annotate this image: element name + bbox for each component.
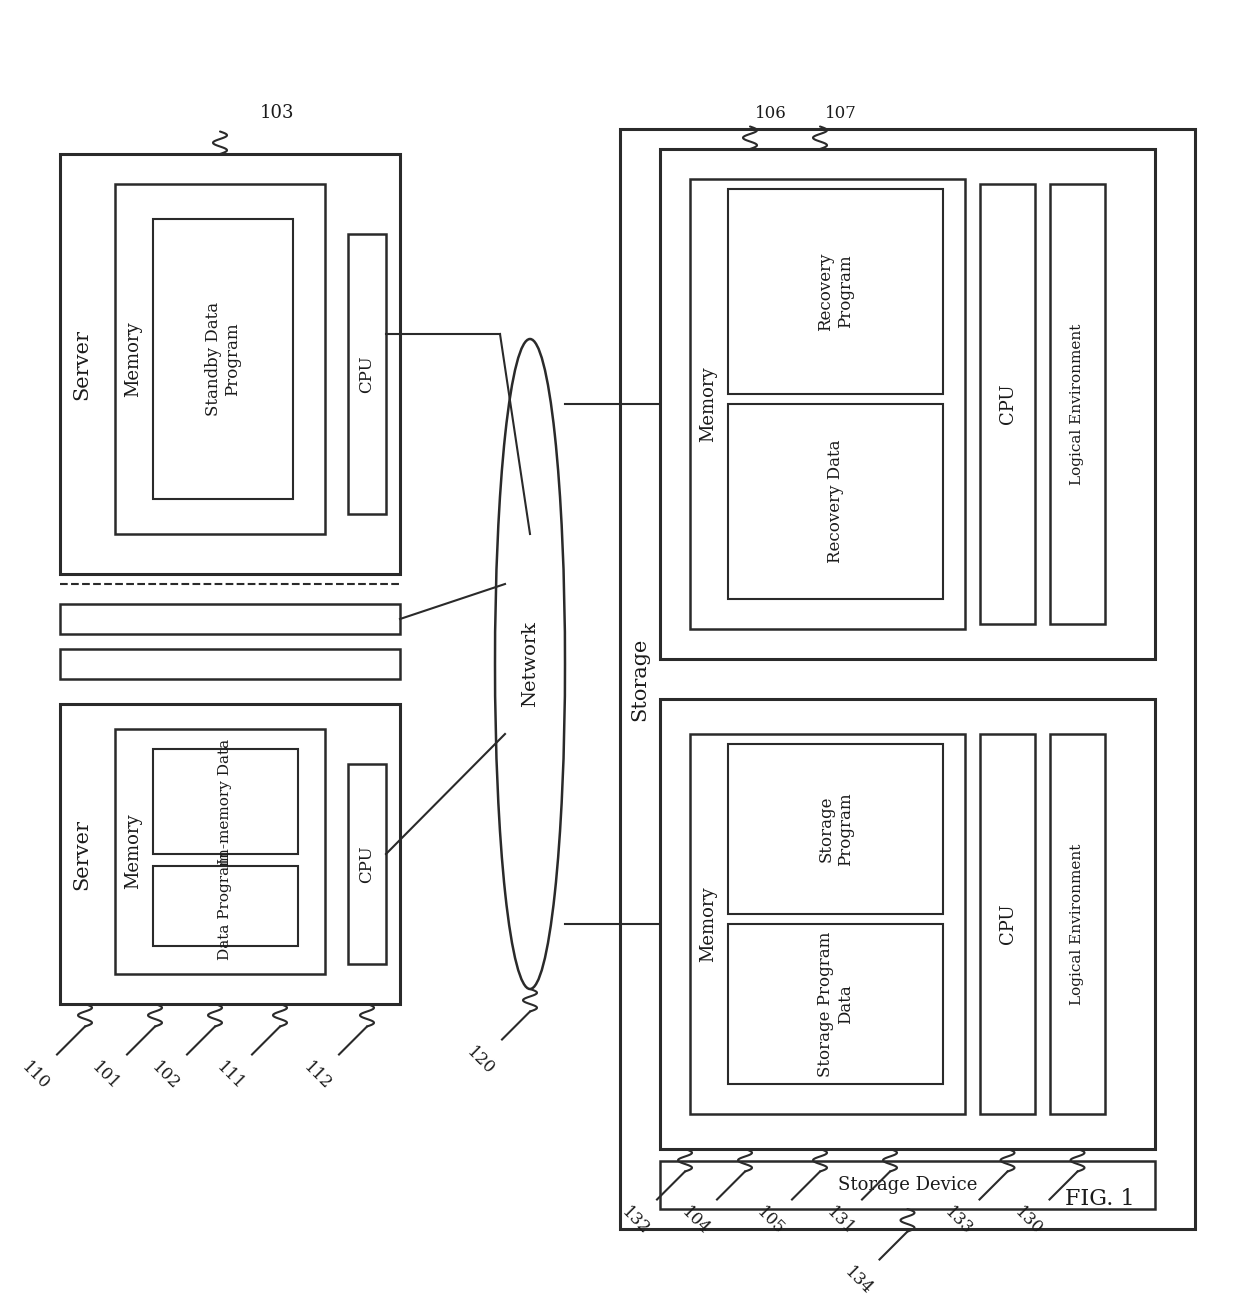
Text: Server: Server — [72, 819, 92, 890]
Bar — [660, 148, 1154, 660]
Text: 101: 101 — [88, 1059, 123, 1093]
Bar — [660, 699, 1154, 1148]
Text: FIG. 1: FIG. 1 — [1065, 1188, 1135, 1210]
Text: Storage: Storage — [630, 637, 650, 720]
Text: 106: 106 — [755, 105, 786, 121]
Bar — [728, 924, 942, 1084]
Bar — [153, 749, 298, 854]
Text: 111: 111 — [213, 1059, 248, 1093]
Text: Network: Network — [521, 622, 539, 707]
Bar — [689, 735, 965, 1114]
Bar — [728, 744, 942, 915]
Bar — [1050, 735, 1105, 1114]
Bar — [153, 866, 298, 946]
Text: Memory: Memory — [699, 367, 717, 442]
Bar — [60, 154, 401, 574]
Text: Logical Environment: Logical Environment — [1070, 323, 1085, 485]
Bar — [115, 184, 325, 533]
Bar — [728, 189, 942, 394]
Text: 104: 104 — [678, 1204, 713, 1238]
Bar — [689, 179, 965, 629]
Bar — [348, 763, 386, 964]
Text: Storage
Program: Storage Program — [817, 792, 854, 866]
Text: 103: 103 — [260, 104, 295, 121]
Bar — [1050, 184, 1105, 624]
Text: 105: 105 — [754, 1204, 787, 1238]
Text: 133: 133 — [941, 1204, 976, 1238]
Text: 130: 130 — [1011, 1204, 1045, 1238]
Text: 110: 110 — [19, 1059, 53, 1093]
Bar — [660, 1162, 1154, 1209]
Bar — [60, 704, 401, 1004]
Text: Storage Device: Storage Device — [838, 1176, 977, 1194]
Text: CPU: CPU — [998, 384, 1017, 424]
Text: 134: 134 — [841, 1264, 875, 1298]
Text: 132: 132 — [619, 1204, 653, 1238]
Bar — [620, 129, 1195, 1229]
Text: Memory: Memory — [124, 813, 143, 890]
Text: Server: Server — [72, 328, 92, 399]
Text: Memory: Memory — [699, 886, 717, 962]
Text: CPU: CPU — [358, 355, 376, 393]
Text: 112: 112 — [300, 1059, 335, 1093]
Text: 107: 107 — [825, 105, 857, 121]
Text: CPU: CPU — [358, 845, 376, 883]
Bar — [728, 403, 942, 599]
Text: Recovery
Program: Recovery Program — [817, 252, 854, 331]
Bar — [348, 234, 386, 514]
Text: 102: 102 — [149, 1059, 184, 1093]
Bar — [115, 729, 325, 974]
Bar — [980, 735, 1035, 1114]
Text: In-memory Data: In-memory Data — [218, 738, 233, 865]
Text: 131: 131 — [823, 1204, 858, 1238]
Text: 120: 120 — [464, 1043, 498, 1077]
Text: Data Program: Data Program — [218, 851, 233, 961]
Bar — [60, 649, 401, 679]
Bar — [153, 219, 293, 499]
Text: Logical Environment: Logical Environment — [1070, 844, 1085, 1005]
Text: Memory: Memory — [124, 321, 143, 397]
Text: Recovery Data: Recovery Data — [827, 440, 844, 564]
Ellipse shape — [495, 339, 565, 989]
Text: Storage Program
Data: Storage Program Data — [817, 932, 854, 1076]
Bar — [980, 184, 1035, 624]
Text: Standby Data
Program: Standby Data Program — [205, 302, 242, 417]
Text: CPU: CPU — [998, 904, 1017, 945]
Bar — [60, 604, 401, 633]
